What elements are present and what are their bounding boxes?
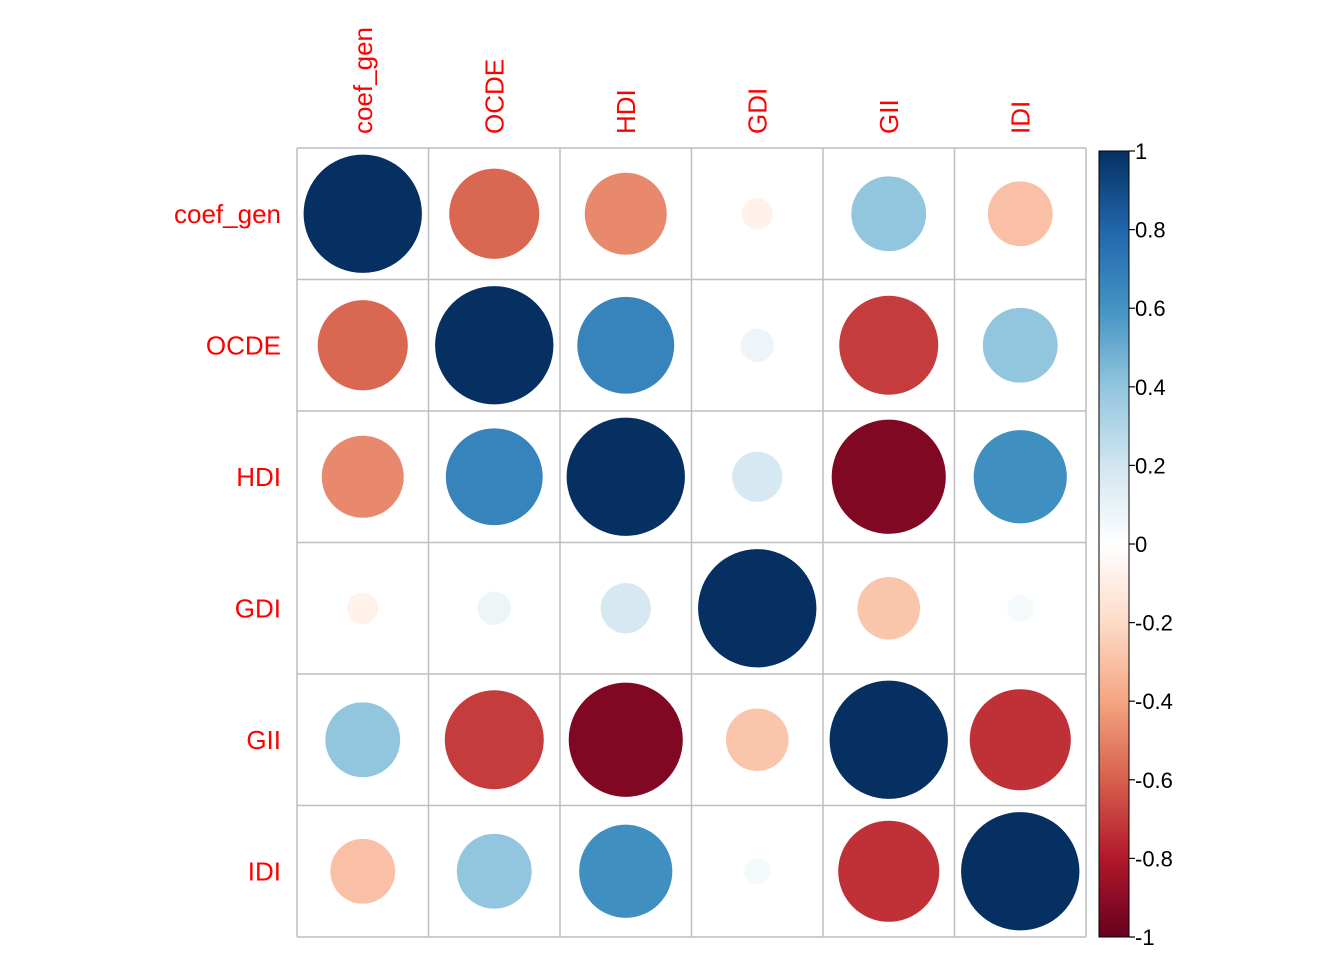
- corr-circle-HDI-IDI: [973, 430, 1067, 524]
- corr-circle-HDI-HDI: [566, 417, 685, 536]
- corr-circle-GDI-OCDE: [477, 591, 511, 625]
- corr-circle-OCDE-coef_gen: [317, 300, 408, 391]
- colorbar-tick-label: -0.2: [1135, 611, 1173, 636]
- colorbar-gradient: [1098, 150, 1130, 938]
- grid-lines: [296, 147, 1087, 938]
- corr-circle-GII-GII: [829, 680, 948, 799]
- corr-circle-IDI-HDI: [579, 824, 673, 918]
- column-label-IDI: IDI: [1005, 101, 1035, 134]
- corr-circle-coef_gen-IDI: [987, 181, 1053, 247]
- corr-circle-OCDE-HDI: [577, 296, 675, 394]
- corr-circle-GII-IDI: [969, 689, 1071, 791]
- corr-circle-OCDE-GDI: [740, 328, 774, 362]
- colorbar-tick-label: -0.6: [1135, 768, 1173, 793]
- colorbar-tick-label: -0.8: [1135, 846, 1173, 871]
- corr-circle-IDI-GII: [838, 820, 940, 922]
- corr-circle-OCDE-IDI: [982, 307, 1058, 383]
- column-label-GDI: GDI: [742, 88, 772, 134]
- column-label-HDI: HDI: [611, 89, 641, 134]
- corr-circle-GDI-GDI: [698, 549, 817, 668]
- row-label-GDI: GDI: [235, 593, 281, 623]
- row-label-GII: GII: [246, 725, 281, 755]
- corr-circle-OCDE-GII: [839, 295, 939, 395]
- column-label-OCDE: OCDE: [479, 59, 509, 134]
- corr-circle-GII-OCDE: [444, 690, 544, 790]
- corr-circle-GII-HDI: [568, 682, 683, 797]
- corr-circle-GDI-HDI: [600, 583, 651, 634]
- colorbar-tick-label: 0.8: [1135, 218, 1166, 243]
- corr-circle-coef_gen-HDI: [584, 172, 667, 255]
- corr-circle-IDI-OCDE: [456, 833, 532, 909]
- row-label-coef_gen: coef_gen: [174, 199, 281, 229]
- column-label-GII: GII: [874, 99, 904, 134]
- corr-circle-OCDE-OCDE: [435, 286, 554, 405]
- correlation-circles: [303, 154, 1080, 931]
- corr-circle-IDI-coef_gen: [330, 838, 396, 904]
- colorbar-tick-label: 0.4: [1135, 375, 1166, 400]
- corr-circle-IDI-GDI: [744, 858, 771, 885]
- corr-circle-IDI-IDI: [961, 812, 1080, 931]
- corr-circle-coef_gen-GII: [851, 176, 927, 252]
- colorbar-tick-label: -0.4: [1135, 689, 1173, 714]
- colorbar-tick-label: -1: [1135, 925, 1155, 950]
- corr-circle-coef_gen-GDI: [741, 198, 773, 230]
- colorbar: 1 0.8 0.6 0.4 0.2 0 -0.2 -0.4 -0.6 -0.8 -1: [1098, 139, 1173, 950]
- corr-circle-HDI-OCDE: [445, 428, 543, 526]
- colorbar-tick-label: 0.2: [1135, 453, 1166, 478]
- corr-circle-GDI-IDI: [1007, 595, 1034, 622]
- colorbar-tick-label: 0.6: [1135, 296, 1166, 321]
- colorbar-tick-label: 0: [1135, 532, 1147, 557]
- row-label-IDI: IDI: [248, 856, 281, 886]
- corr-circle-HDI-GDI: [732, 451, 783, 502]
- corr-circle-coef_gen-coef_gen: [303, 154, 422, 273]
- row-label-HDI: HDI: [236, 462, 281, 492]
- column-label-coef_gen: coef_gen: [348, 27, 378, 134]
- row-label-OCDE: OCDE: [206, 330, 281, 360]
- row-labels: coef_gen OCDE HDI GDI GII IDI: [174, 199, 281, 887]
- column-labels: coef_gen OCDE HDI GDI GII IDI: [348, 27, 1036, 134]
- corr-circle-coef_gen-OCDE: [449, 168, 540, 259]
- corr-circle-GII-GDI: [725, 708, 789, 772]
- corr-circle-HDI-coef_gen: [321, 435, 404, 518]
- corr-circle-HDI-GII: [831, 419, 946, 534]
- corr-circle-GDI-GII: [857, 576, 921, 640]
- colorbar-tick-label: 1: [1135, 139, 1147, 164]
- corr-circle-GDI-coef_gen: [347, 592, 379, 624]
- corr-circle-GII-coef_gen: [325, 702, 401, 778]
